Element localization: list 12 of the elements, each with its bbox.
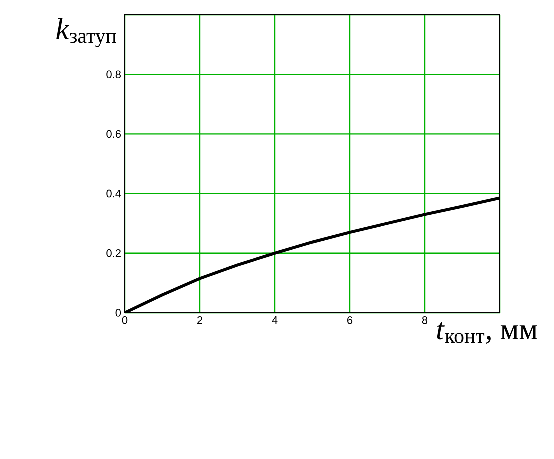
x-tick-label: 0 — [122, 316, 128, 324]
y-tick-label: 0.2 — [106, 250, 121, 258]
x-tick-label: 2 — [198, 316, 202, 324]
y-tick-label: 0.8 — [106, 70, 121, 78]
y-tick-label: 0.4 — [106, 190, 122, 198]
x-tick-label: 8 — [422, 316, 428, 324]
x-tick-label: 6 — [348, 316, 353, 324]
y-tick-label: 0.6 — [106, 130, 121, 138]
x-axis-title: t$_{конт}$, мм — [437, 322, 538, 344]
y-axis-title: k$_{затуп}$ — [56, 18, 116, 48]
x-tick-label: 4 — [272, 316, 278, 324]
y-tick-label: 0 — [116, 309, 122, 317]
